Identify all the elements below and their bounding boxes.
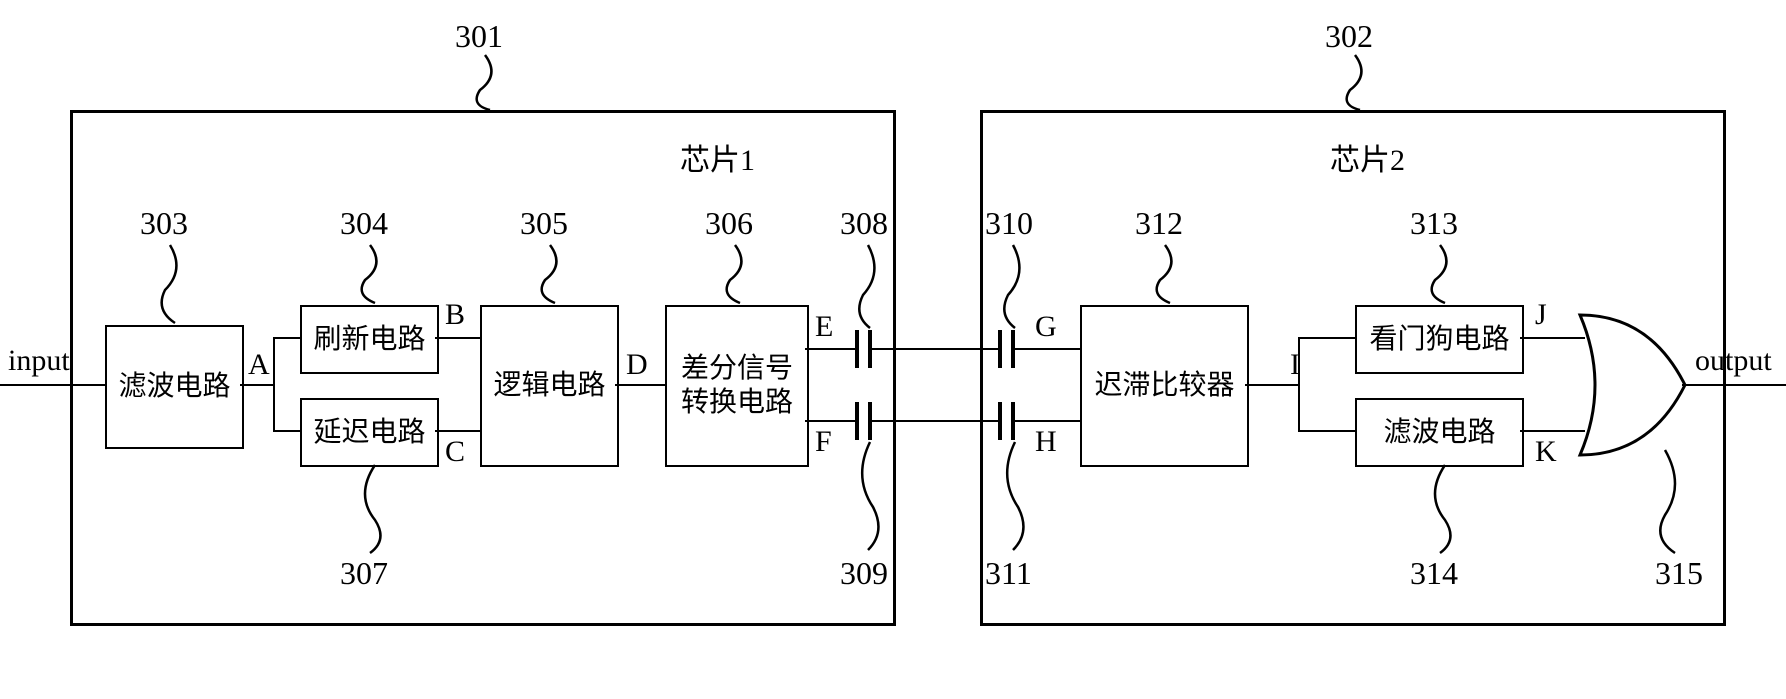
sig-i: I [1290,348,1300,382]
sig-j: J [1535,298,1547,332]
block-312-label: 迟滞比较器 [1094,369,1234,403]
lead-307 [360,465,390,555]
lead-311 [1003,442,1033,552]
ref-303: 303 [140,205,188,242]
wire-a [240,384,275,386]
cap-311-l [998,402,1002,440]
wire-a-top [273,337,300,339]
wire-i-bot [1298,430,1355,432]
wire-i [1245,384,1300,386]
sig-c: C [445,435,465,469]
sig-e: E [815,310,833,344]
block-314-filter: 滤波电路 [1355,398,1524,467]
wire-f [805,420,855,422]
ref-306: 306 [705,205,753,242]
ref-308: 308 [840,205,888,242]
lead-301 [475,55,505,115]
lead-312 [1155,245,1185,305]
lead-314 [1430,465,1460,555]
wire-c [435,430,480,432]
ref-315: 315 [1655,555,1703,592]
wire-a-bot [273,430,300,432]
block-312-hysteresis: 迟滞比较器 [1080,305,1249,467]
block-313-label: 看门狗电路 [1369,323,1509,357]
block-305-logic: 逻辑电路 [480,305,619,467]
chip2-title: 芯片2 [1330,135,1405,179]
wire-b [435,337,480,339]
block-304-refresh: 刷新电路 [300,305,439,374]
sig-f: F [815,425,832,459]
wire-g [1015,348,1080,350]
sig-k: K [1535,435,1557,469]
lead-309 [858,442,888,552]
wire-e [805,348,855,350]
block-305-label: 逻辑电路 [493,369,605,403]
lead-303 [160,245,190,325]
lead-310 [1003,245,1033,330]
sig-h: H [1035,425,1057,459]
block-307-label: 延迟电路 [313,416,425,450]
lead-305 [540,245,570,305]
block-304-label: 刷新电路 [313,323,425,357]
cap-310-l [998,330,1002,368]
wire-input [0,384,105,386]
ref-310: 310 [985,205,1033,242]
ref-309: 309 [840,555,888,592]
lead-306 [725,245,755,305]
cap-308-l [855,330,859,368]
sig-b: B [445,298,465,332]
label-output: output [1695,344,1772,378]
block-313-watchdog: 看门狗电路 [1355,305,1524,374]
block-306-label: 差分信号 转换电路 [681,352,793,419]
wire-d [615,384,665,386]
block-303-label: 滤波电路 [118,370,230,404]
sig-d: D [626,348,648,382]
ref-301: 301 [455,18,503,55]
diagram-canvas: 芯片1 芯片2 滤波电路 刷新电路 延迟电路 逻辑电路 差分信号 转换电路 迟滞… [0,0,1786,699]
ref-307: 307 [340,555,388,592]
block-303-filter: 滤波电路 [105,325,244,449]
wire-h [1015,420,1080,422]
cap-309-l [855,402,859,440]
ref-311: 311 [985,555,1032,592]
block-314-label: 滤波电路 [1383,416,1495,450]
wire-i-top [1298,337,1355,339]
wire-f2 [872,420,998,422]
ref-312: 312 [1135,205,1183,242]
wire-output [1682,384,1786,386]
lead-302 [1345,55,1375,115]
sig-a: A [248,348,270,382]
block-307-delay: 延迟电路 [300,398,439,467]
lead-315 [1660,450,1700,555]
chip1-title: 芯片1 [680,135,755,179]
wire-e2 [872,348,998,350]
block-306-diff: 差分信号 转换电路 [665,305,809,467]
lead-308 [858,245,888,330]
or-gate [1575,310,1695,460]
sig-g: G [1035,310,1057,344]
ref-313: 313 [1410,205,1458,242]
lead-313 [1430,245,1460,305]
label-input: input [8,344,70,378]
ref-314: 314 [1410,555,1458,592]
ref-305: 305 [520,205,568,242]
ref-302: 302 [1325,18,1373,55]
wire-a-v [273,337,275,432]
lead-304 [360,245,390,305]
ref-304: 304 [340,205,388,242]
